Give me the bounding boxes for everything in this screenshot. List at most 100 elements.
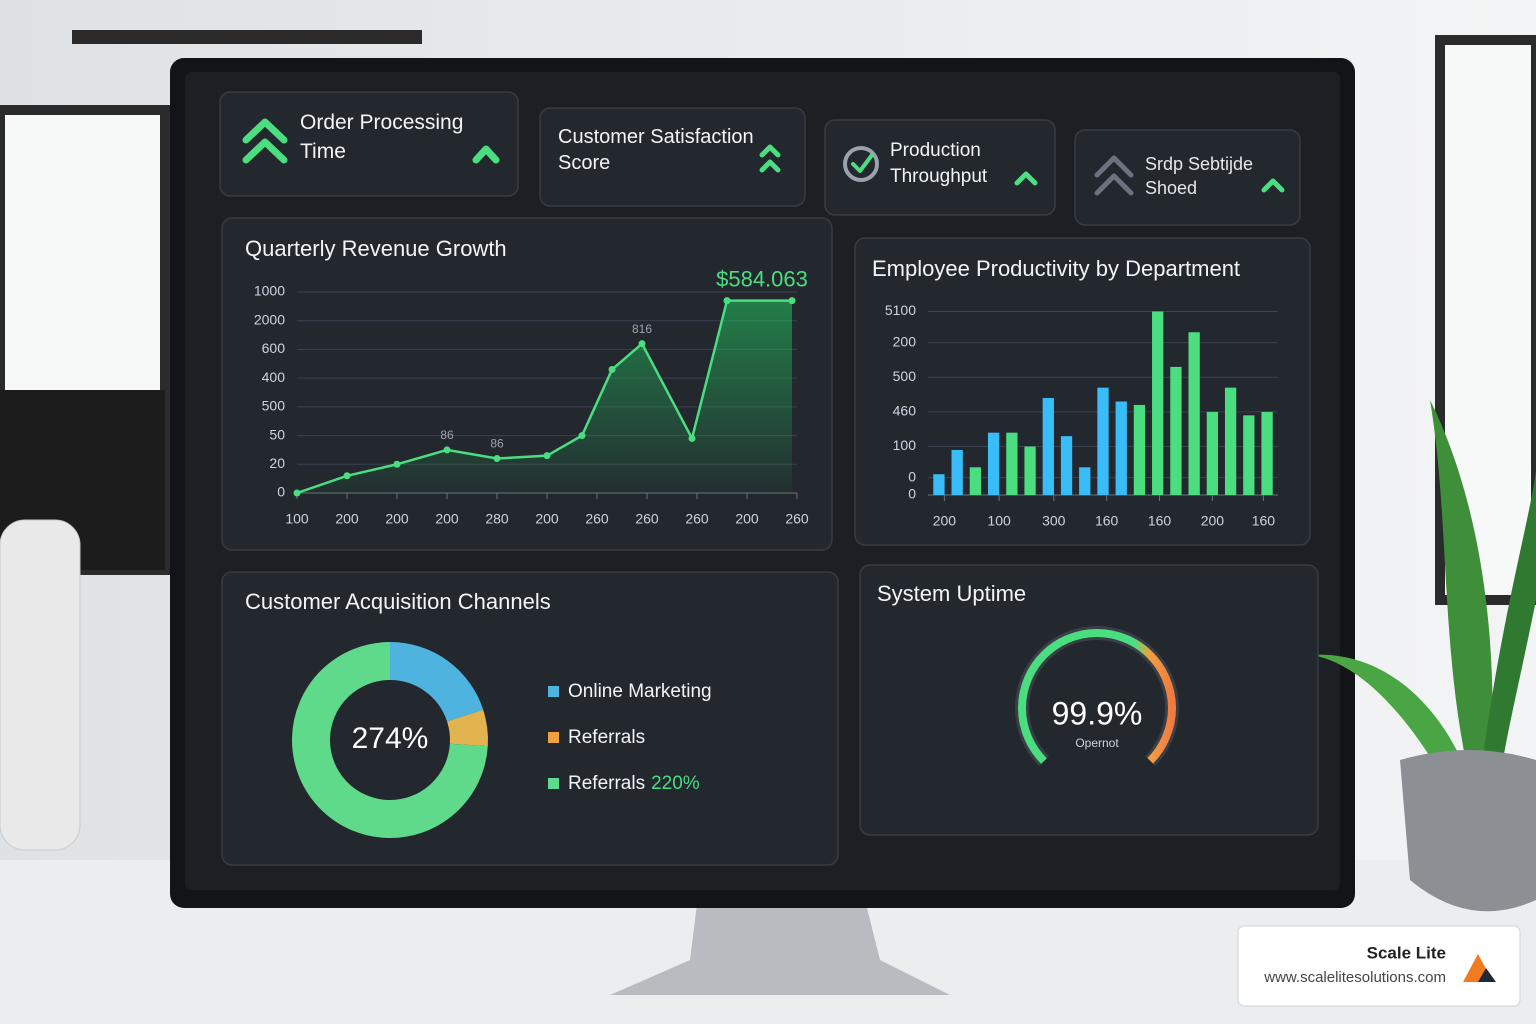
y-tick-label: 500 [893, 368, 917, 384]
gauge-value [1018, 629, 1176, 764]
brand-box [1237, 925, 1521, 1007]
ceiling-light [72, 30, 422, 44]
area [297, 300, 792, 493]
x-tick-label: 200 [735, 511, 759, 527]
bar [1097, 387, 1109, 495]
bar [969, 467, 982, 495]
kpi-title: Customer Satisfaction Score [558, 126, 754, 174]
center-label: 274% [352, 722, 429, 755]
kpi-title: Srdp Sebtijde Shoed [1145, 154, 1254, 198]
pie-slice [389, 642, 484, 723]
gauge-value-label: 99.9% [1052, 695, 1143, 731]
point [293, 489, 301, 497]
y-tick-label: 5100 [885, 302, 916, 318]
bar [1042, 398, 1054, 495]
x-tick-label: 160 [1095, 513, 1119, 529]
y-tick-label: 1000 [254, 283, 285, 299]
y-tick-label: 0 [277, 484, 285, 500]
x-tick-label: 260 [635, 511, 659, 527]
kpi-label-box: Customer Satisfaction Score [558, 126, 754, 174]
point [343, 472, 351, 480]
x-tick-label: 200 [535, 511, 559, 527]
point [443, 446, 451, 454]
plant [1310, 400, 1536, 912]
x-tick-label: 260 [785, 511, 809, 527]
point [493, 455, 501, 463]
bar [987, 432, 1000, 495]
x-tick-label: 200 [435, 511, 459, 527]
kpi-label-box: Production Throughput [890, 140, 988, 187]
kpi-card [539, 107, 806, 207]
y-tick-label: 0 [908, 486, 916, 502]
pie-slice [292, 642, 488, 838]
chart-title: Employee Productivity by Department [872, 256, 1240, 281]
kpi-icons [242, 118, 1285, 196]
y-tick-label: 0 [908, 468, 916, 484]
x-tick-label: 160 [1148, 513, 1172, 529]
y-tick-label: 500 [262, 398, 286, 414]
annotation: 86 [440, 428, 454, 442]
bar [1170, 366, 1182, 495]
legend-label: Referrals [568, 727, 645, 748]
panel [854, 237, 1311, 546]
bar [1243, 415, 1255, 495]
panel [859, 564, 1319, 836]
kpi-title: Order Processing Time [300, 111, 464, 163]
x-tick-label: 280 [485, 511, 509, 527]
point [543, 452, 551, 460]
chart-title: Quarterly Revenue Growth [245, 236, 507, 261]
x-tick-label: 100 [285, 511, 309, 527]
bar [1115, 401, 1127, 495]
bar [1224, 387, 1237, 495]
y-tick-label: 600 [262, 340, 286, 356]
kpi-card [1074, 129, 1301, 226]
monitor-stand [610, 880, 950, 995]
y-tick-label: 200 [893, 333, 917, 349]
x-tick-label: 200 [933, 513, 957, 529]
x-tick-label: 100 [987, 513, 1011, 529]
x-tick-label: 200 [335, 511, 359, 527]
kpi-label-box: Order Processing Time [300, 111, 464, 163]
chart-title: Customer Acquisition Channels [245, 589, 551, 614]
x-tick-label: 160 [1252, 513, 1276, 529]
bar [1206, 411, 1219, 495]
legend-swatch [548, 778, 559, 789]
x-tick-label: 260 [685, 511, 709, 527]
point [788, 297, 796, 305]
kpi-card [219, 91, 519, 197]
x-tick-label: 300 [1042, 513, 1066, 529]
point [688, 434, 696, 442]
bar [1060, 436, 1073, 495]
kpi-card [824, 119, 1056, 216]
y-tick-label: 50 [269, 426, 285, 442]
kpi-label-box: Srdp Sebtijde Shoed [1145, 154, 1254, 198]
legend-note: 220% [651, 773, 700, 794]
bar [1079, 467, 1091, 495]
bar [1006, 432, 1018, 495]
y-tick-label: 20 [269, 455, 285, 471]
point [638, 340, 646, 348]
annotation: 86 [490, 437, 504, 451]
bar [933, 474, 945, 495]
chart-title: System Uptime [877, 581, 1026, 606]
bar [1261, 411, 1273, 495]
chair [0, 519, 81, 851]
line [296, 299, 792, 495]
y-tick-label: 2000 [254, 311, 285, 327]
brand-name: Scale Lite [1367, 943, 1446, 962]
annotation: 816 [632, 322, 652, 336]
point [393, 460, 401, 468]
annotation: $584.063 [716, 266, 808, 291]
legend-swatch [548, 732, 559, 743]
point [723, 297, 731, 305]
brand-url: www.scalelitesolutions.com [1263, 969, 1446, 986]
x-tick-label: 200 [385, 511, 409, 527]
x-tick-label: 260 [585, 511, 609, 527]
bar [951, 449, 963, 495]
bar [1024, 446, 1036, 495]
bar [1188, 332, 1200, 495]
pie-slice [446, 709, 488, 747]
kpi-title: Production Throughput [890, 140, 988, 187]
point [578, 432, 586, 440]
